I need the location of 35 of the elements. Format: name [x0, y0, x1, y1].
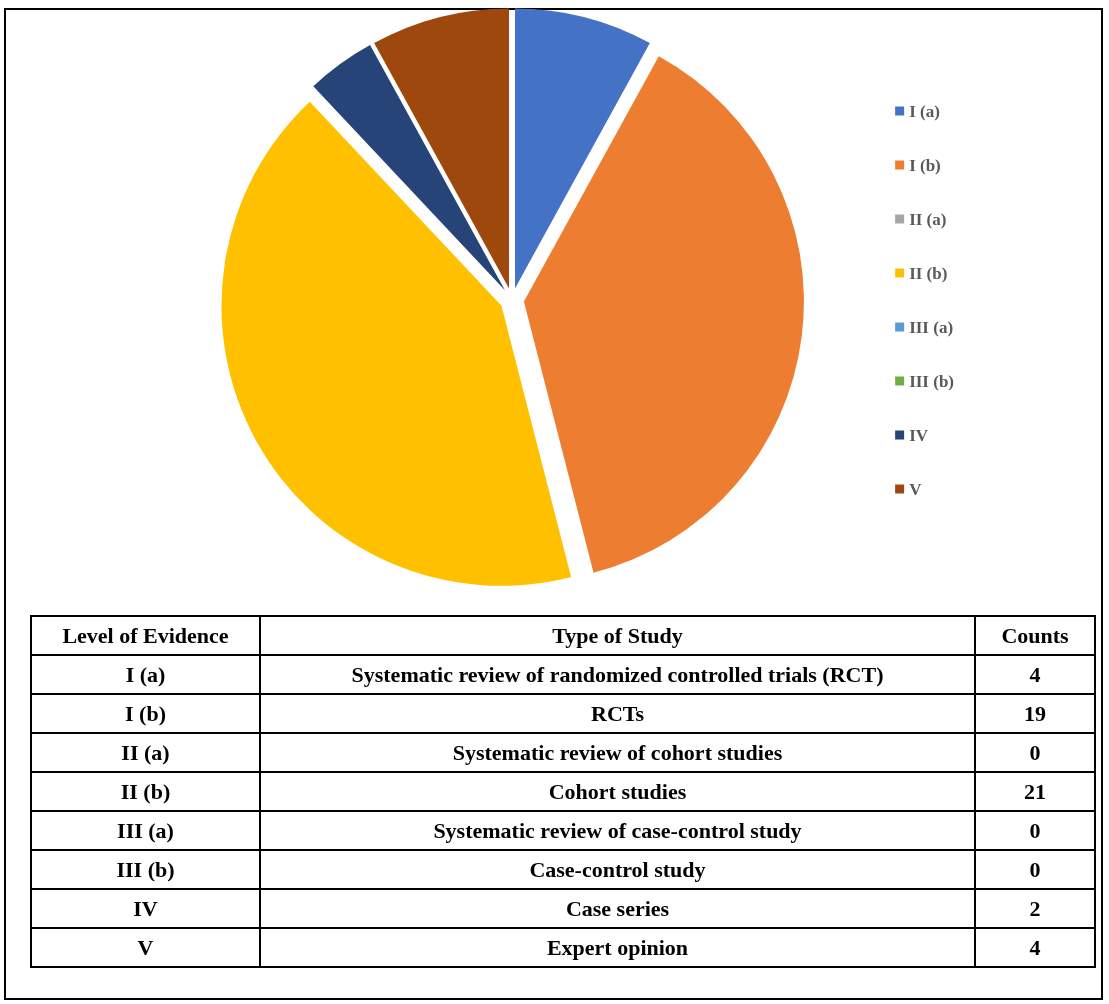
category-label: I (a)	[125, 661, 166, 687]
text: 0	[975, 733, 1095, 772]
legend-label: IV	[909, 425, 929, 445]
legend-label: V	[909, 479, 923, 499]
text: Case-control study	[260, 850, 975, 889]
text: Systematic review of randomized controlled trials (RCT)	[260, 655, 975, 694]
category-label: III (a)	[117, 817, 174, 843]
text: 0	[975, 811, 1095, 850]
text: Systematic review of cohort studies	[260, 733, 975, 772]
legend-label: I (b)	[909, 155, 941, 175]
text: 21	[975, 772, 1095, 811]
text: Type of Study	[260, 616, 975, 655]
category-label: II (b)	[120, 778, 171, 804]
text: Cohort studies	[260, 772, 975, 811]
text: Counts	[975, 616, 1095, 655]
text: RCTs	[260, 694, 975, 733]
text: 2	[975, 889, 1095, 928]
text: Expert opinion	[260, 928, 975, 967]
text: Level of Evidence	[31, 616, 260, 655]
text: Systematic review of case-control study	[260, 811, 975, 850]
legend-label: I (a)	[909, 101, 940, 121]
category-label: V	[137, 934, 154, 960]
text: Case series	[260, 889, 975, 928]
category-label: IV	[133, 895, 158, 921]
legend-label: III (b)	[909, 371, 954, 391]
legend-label: II (b)	[909, 263, 948, 283]
category-label: III (b)	[116, 856, 175, 882]
text: 4	[975, 928, 1095, 967]
text: 0	[975, 850, 1095, 889]
category-label: II (a)	[121, 739, 170, 765]
legend-label: II (a)	[909, 209, 947, 229]
text: 19	[975, 694, 1095, 733]
category-label: I (b)	[125, 700, 166, 726]
text: 4	[975, 655, 1095, 694]
legend-label: III (a)	[909, 317, 954, 337]
